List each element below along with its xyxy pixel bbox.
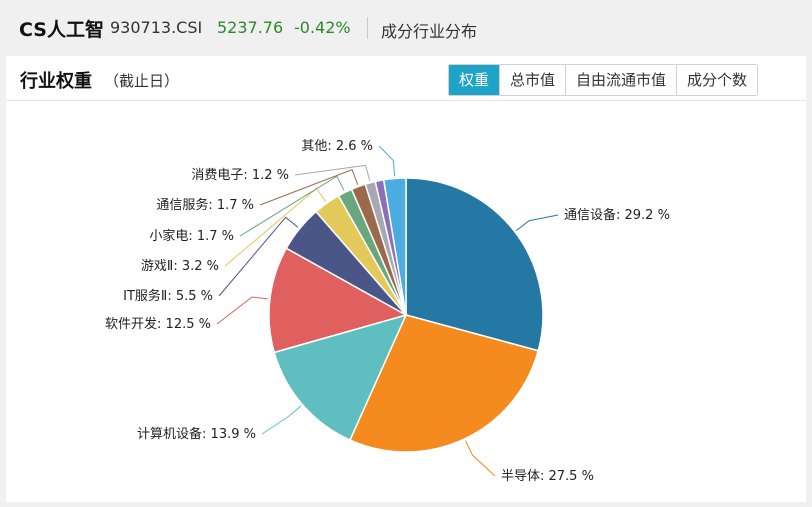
- slice-label-半导体: 半导体: 27.5 %: [501, 469, 594, 484]
- pie-slice-通信设备[interactable]: [405, 177, 544, 352]
- tab-free-float-market-cap[interactable]: 自由流通市值: [565, 65, 677, 95]
- slice-label-小家电: 小家电: 1.7 %: [149, 228, 234, 244]
- leader-line-消费电子: [294, 164, 371, 181]
- tab-constituent-count[interactable]: 成分个数: [676, 65, 758, 95]
- tab-weight[interactable]: 权重: [449, 65, 500, 95]
- index-header: CS人工智 930713.CSI 5237.76 -0.42% 成分行业分布: [0, 0, 812, 56]
- slice-label-消费电子: 消费电子: 1.2 %: [191, 168, 289, 183]
- metric-tabs: 权重 总市值 自由流通市值 成分个数: [448, 64, 759, 96]
- pie-slice-其他[interactable]: [382, 177, 407, 316]
- leader-line-计算机设备: [261, 405, 302, 435]
- slice-label-通信服务: 通信服务: 1.7 %: [156, 197, 254, 213]
- leader-line-小家电: [239, 175, 345, 237]
- slice-label-计算机设备: 计算机设备: 13.9 %: [137, 426, 256, 442]
- leader-line-IT服务: [218, 216, 299, 297]
- leader-line-其他: [378, 145, 396, 177]
- index-change: -0.42%: [294, 18, 351, 37]
- tab-total-market-cap[interactable]: 总市值: [499, 65, 566, 95]
- leader-line-通信设备: [516, 214, 559, 231]
- slice-label-IT服务: IT服务Ⅱ: 5.5 %: [123, 288, 213, 304]
- section-title: 成分行业分布: [381, 22, 478, 41]
- pie-slice-半导体[interactable]: [349, 314, 540, 453]
- leader-line-通信服务: [259, 169, 359, 206]
- panel-subtitle: （截止日）: [104, 72, 180, 90]
- leader-line-半导体: [465, 440, 496, 477]
- pie-slice-软件开发[interactable]: [268, 247, 408, 354]
- slice-label-其他: 其他: 2.6 %: [301, 139, 373, 154]
- slice-label-通信设备: 通信设备: 29.2 %: [564, 207, 670, 223]
- index-code: 930713.CSI: [110, 18, 203, 37]
- index-price: 5237.76: [217, 18, 284, 37]
- header-divider: [367, 17, 368, 39]
- title-divider: [6, 100, 806, 101]
- index-name: CS人工智: [19, 19, 104, 41]
- industry-pie-chart: 通信设备: 29.2 % 半导体: 27.5 % 计算机设备: 13.9 % 软件开发…: [105, 139, 670, 484]
- pie-slice-计算机设备[interactable]: [273, 313, 408, 442]
- industry-weight-panel: 行业权重 （截止日） 权重 总市值 自由流通市值 成分个数 通信设备: 29.2…: [6, 56, 806, 502]
- leader-line-软件开发: [216, 296, 268, 325]
- slice-label-游戏: 游戏Ⅱ: 3.2 %: [141, 259, 219, 274]
- panel-title: 行业权重: [20, 71, 92, 92]
- slice-label-软件开发: 软件开发: 12.5 %: [105, 316, 211, 332]
